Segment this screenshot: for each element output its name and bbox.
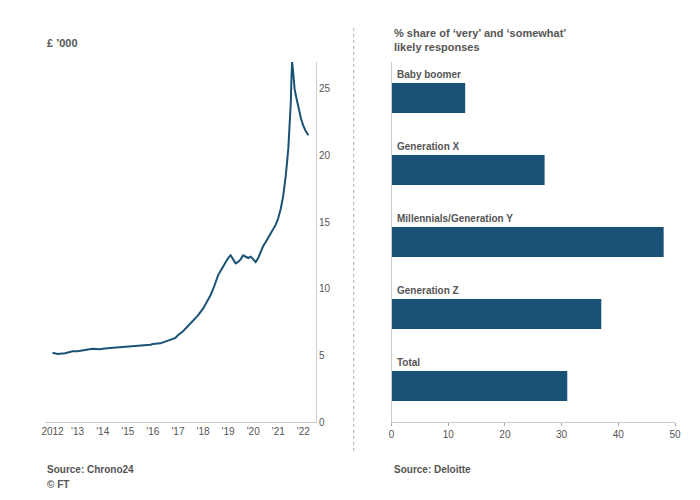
svg-text:Baby boomer: Baby boomer — [397, 69, 461, 80]
svg-text:% share of ‘very’ and ‘somewha: % share of ‘very’ and ‘somewhat’likely r… — [394, 27, 566, 53]
svg-text:Total: Total — [397, 357, 420, 368]
svg-text:Source: Deloitte: Source: Deloitte — [394, 464, 471, 475]
svg-text:'14: '14 — [96, 426, 109, 437]
svg-text:'17: '17 — [171, 426, 184, 437]
svg-text:20: 20 — [319, 150, 331, 161]
svg-text:£ ’000: £ ’000 — [47, 37, 78, 49]
svg-text:10: 10 — [443, 429, 455, 440]
svg-text:Generation X: Generation X — [397, 141, 460, 152]
svg-text:2012: 2012 — [41, 426, 64, 437]
svg-text:'19: '19 — [222, 426, 235, 437]
svg-text:10: 10 — [319, 283, 331, 294]
svg-text:Millennials/Generation Y: Millennials/Generation Y — [397, 213, 513, 224]
svg-text:15: 15 — [319, 217, 331, 228]
svg-text:25: 25 — [319, 83, 331, 94]
svg-text:'15: '15 — [121, 426, 134, 437]
svg-text:5: 5 — [319, 350, 325, 361]
svg-text:'18: '18 — [197, 426, 210, 437]
svg-text:50: 50 — [669, 429, 681, 440]
svg-text:© FT: © FT — [47, 479, 69, 490]
svg-text:30: 30 — [556, 429, 568, 440]
svg-text:40: 40 — [613, 429, 625, 440]
svg-text:'21: '21 — [272, 426, 285, 437]
svg-text:0: 0 — [389, 429, 395, 440]
svg-text:20: 20 — [499, 429, 511, 440]
svg-text:'13: '13 — [71, 426, 84, 437]
svg-text:0: 0 — [319, 417, 325, 428]
svg-text:Source: Chrono24: Source: Chrono24 — [47, 464, 134, 475]
svg-text:'16: '16 — [146, 426, 159, 437]
svg-text:'22: '22 — [297, 426, 310, 437]
svg-text:'20: '20 — [247, 426, 260, 437]
svg-text:Generation Z: Generation Z — [397, 285, 459, 296]
